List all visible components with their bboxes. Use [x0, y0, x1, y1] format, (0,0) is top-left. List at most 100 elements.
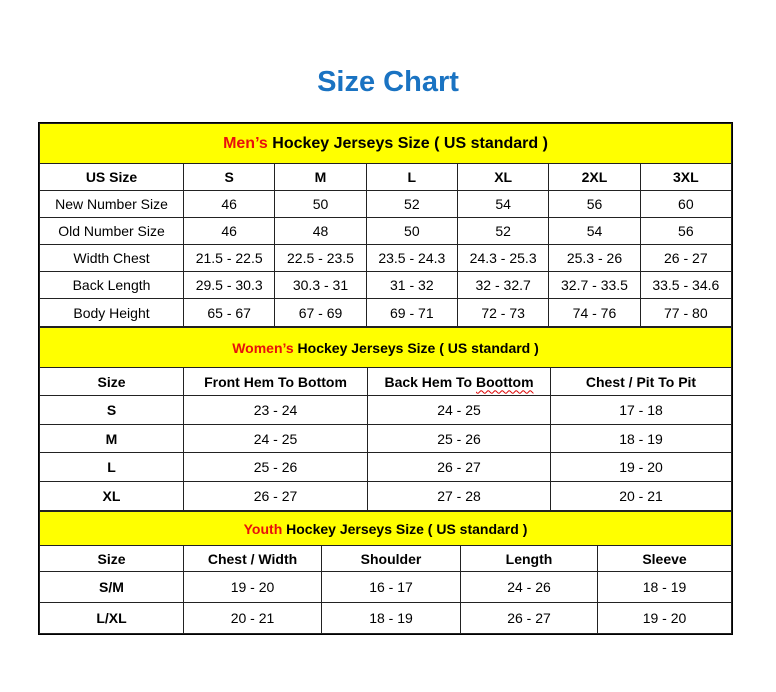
womens-table: Women’s Hockey Jerseys Size ( US standar… [39, 327, 732, 511]
column-header: Sleeve [597, 545, 732, 572]
table-row: L 25 - 26 26 - 27 19 - 20 [39, 452, 732, 482]
table-cell: 52 [456, 217, 550, 245]
youth-title-rest: Hockey Jerseys Size ( US standard ) [282, 520, 528, 537]
womens-section-title: Women’s Hockey Jerseys Size ( US standar… [39, 327, 732, 368]
row-label: S [39, 395, 184, 425]
table-cell: 54 [548, 217, 641, 245]
womens-title-rest: Hockey Jerseys Size ( US standard ) [293, 339, 539, 356]
column-header-label: Sleeve [642, 550, 687, 567]
column-header-label: Shoulder [360, 550, 422, 567]
table-cell: 46 [182, 190, 276, 218]
table-cell: 56 [548, 190, 641, 218]
table-cell: 74 - 76 [548, 298, 641, 327]
column-header: 3XL [639, 163, 733, 191]
table-row: Body Height 65 - 67 67 - 69 69 - 71 72 - 73 7… [39, 298, 733, 327]
row-label: M [39, 424, 184, 453]
table-cell: 20 - 21 [550, 481, 732, 511]
table-cell: 69 - 71 [365, 298, 458, 327]
table-cell: 18 - 19 [597, 571, 732, 603]
table-row: M 24 - 25 25 - 26 18 - 19 [39, 424, 732, 453]
column-header: M [274, 163, 367, 191]
table-cell: 72 - 73 [456, 298, 550, 327]
youth-title-accent: Youth [243, 520, 283, 537]
table-cell: 23.5 - 24.3 [365, 244, 458, 272]
column-header-label: L [407, 169, 417, 185]
table-cell: 25 - 26 [367, 424, 551, 453]
column-header-label: Back Hem To Boottom [384, 373, 534, 390]
table-cell: 24 - 26 [460, 571, 598, 603]
table-cell: 23 - 24 [183, 395, 368, 425]
column-header: Chest / Pit To Pit [550, 367, 732, 396]
youth-header-row: Size Chest / Width Shoulder Length Sleeve [39, 545, 732, 572]
table-cell: 29.5 - 30.3 [182, 271, 276, 299]
column-header: Chest / Width [183, 545, 322, 572]
table-row: S 23 - 24 24 - 25 17 - 18 [39, 395, 732, 425]
table-cell: 26 - 27 [460, 602, 598, 634]
column-header-label: M [314, 169, 327, 185]
column-header: US Size [39, 163, 184, 191]
column-header: L [365, 163, 458, 191]
table-cell: 19 - 20 [550, 452, 732, 482]
table-cell: 18 - 19 [550, 424, 732, 453]
column-header: Size [39, 545, 184, 572]
mens-title-rest: Hockey Jerseys Size ( US standard ) [267, 134, 548, 152]
table-cell: 65 - 67 [182, 298, 276, 327]
womens-title-accent: Women’s [232, 339, 294, 356]
column-header: XL [456, 163, 550, 191]
table-cell: 26 - 27 [183, 481, 368, 511]
table-cell: 32 - 32.7 [456, 271, 550, 299]
table-cell: 56 [639, 217, 733, 245]
youth-table: Youth Hockey Jerseys Size ( US standard … [39, 511, 732, 634]
table-cell: 33.5 - 34.6 [639, 271, 733, 299]
size-chart: Men’s Hockey Jerseys Size ( US standard … [38, 122, 733, 635]
spellcheck-word: Boottom [476, 373, 534, 390]
mens-title-accent: Men’s [223, 134, 268, 152]
column-header: Back Hem To Boottom [367, 367, 551, 396]
column-header-label: Size [97, 550, 126, 567]
table-cell: 52 [365, 190, 458, 218]
column-header: S [182, 163, 276, 191]
table-cell: 19 - 20 [183, 571, 322, 603]
table-cell: 54 [456, 190, 550, 218]
table-cell: 31 - 32 [365, 271, 458, 299]
youth-section-title: Youth Hockey Jerseys Size ( US standard … [39, 511, 732, 546]
column-header-label: Front Hem To Bottom [204, 373, 347, 390]
row-label: Old Number Size [39, 217, 184, 245]
row-label: XL [39, 481, 184, 511]
column-header-label: 3XL [672, 169, 699, 185]
table-cell: 46 [182, 217, 276, 245]
table-row: New Number Size 46 50 52 54 56 60 [39, 190, 733, 218]
row-label: L/XL [39, 602, 184, 634]
mens-section-title: Men’s Hockey Jerseys Size ( US standard … [39, 123, 732, 164]
column-header-label: Chest / Pit To Pit [585, 373, 697, 390]
row-label: Width Chest [39, 244, 184, 272]
column-header: Length [460, 545, 598, 572]
men-header-row: US Size S M L XL 2XL 3XL [39, 163, 733, 191]
mens-table: Men’s Hockey Jerseys Size ( US standard … [39, 123, 733, 327]
table-cell: 24.3 - 25.3 [456, 244, 550, 272]
column-header-label: XL [494, 169, 513, 185]
table-row: S/M 19 - 20 16 - 17 24 - 26 18 - 19 [39, 571, 732, 603]
table-row: Back Length 29.5 - 30.3 30.3 - 31 31 - 32 32… [39, 271, 733, 299]
column-header-label: US Size [85, 169, 138, 185]
table-cell: 16 - 17 [321, 571, 461, 603]
column-header-label: S [224, 169, 234, 185]
column-header: Front Hem To Bottom [183, 367, 368, 396]
table-cell: 67 - 69 [274, 298, 367, 327]
table-cell: 17 - 18 [550, 395, 732, 425]
table-cell: 24 - 25 [367, 395, 551, 425]
page-title: Size Chart [317, 66, 459, 98]
table-row: Old Number Size 46 48 50 52 54 56 [39, 217, 733, 245]
row-label: S/M [39, 571, 184, 603]
table-cell: 32.7 - 33.5 [548, 271, 641, 299]
column-header: Shoulder [321, 545, 461, 572]
table-cell: 26 - 27 [367, 452, 551, 482]
table-cell: 20 - 21 [183, 602, 322, 634]
table-cell: 60 [639, 190, 733, 218]
table-cell: 50 [274, 190, 367, 218]
women-header-row: Size Front Hem To Bottom Back Hem To Boott… [39, 367, 732, 396]
table-cell: 25.3 - 26 [548, 244, 641, 272]
table-cell: 22.5 - 23.5 [274, 244, 367, 272]
table-row: Width Chest 21.5 - 22.5 22.5 - 23.5 23.5 - … [39, 244, 733, 272]
table-cell: 30.3 - 31 [274, 271, 367, 299]
